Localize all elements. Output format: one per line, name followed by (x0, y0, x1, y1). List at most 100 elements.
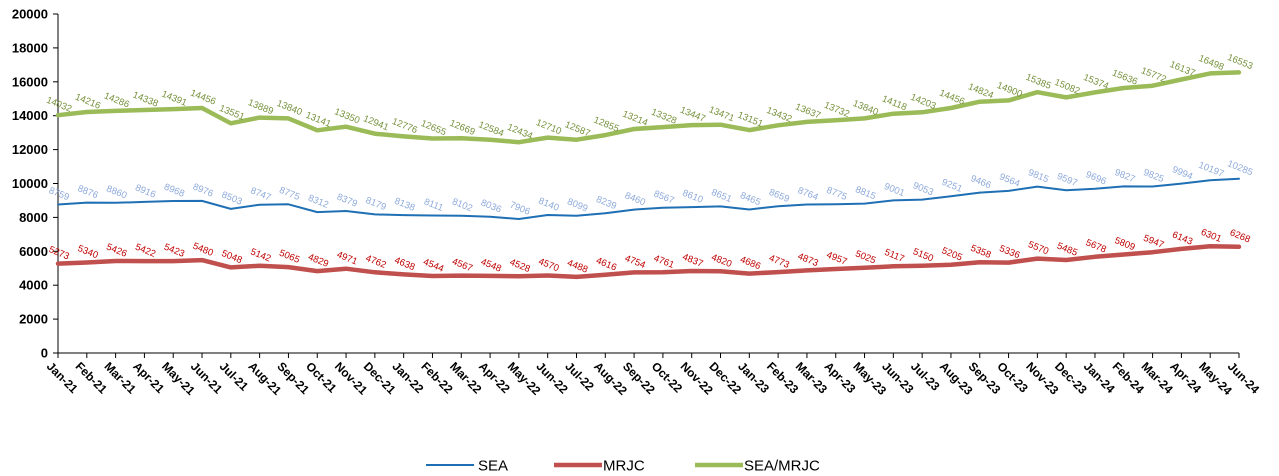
data-label: 16137 (1168, 59, 1197, 79)
data-label: 14456 (189, 88, 218, 108)
data-label: 8179 (364, 195, 388, 213)
data-label: 8138 (393, 196, 417, 214)
x-tick-label: Jan-24 (1081, 359, 1118, 396)
y-tick-label: 4000 (19, 278, 48, 293)
data-label: 8860 (105, 183, 129, 201)
data-label: 15374 (1082, 72, 1111, 92)
data-label: 10285 (1226, 158, 1255, 178)
data-label: 13350 (333, 106, 362, 126)
data-label: 5423 (162, 242, 186, 260)
data-label: 15772 (1139, 65, 1168, 85)
data-label: 4528 (508, 257, 532, 275)
data-label: 12584 (477, 119, 506, 139)
data-label: 14118 (880, 93, 908, 113)
data-label: 12669 (448, 118, 477, 138)
data-label: 8916 (133, 182, 157, 200)
data-label: 8747 (249, 185, 273, 203)
data-label: 14824 (966, 81, 995, 101)
data-label: 8140 (537, 196, 561, 214)
data-label: 5150 (911, 246, 935, 264)
data-label: 4567 (450, 256, 474, 274)
x-tick-label: Apr-24 (1167, 359, 1204, 396)
data-label: 9815 (1026, 167, 1050, 185)
data-label: 9696 (1084, 169, 1108, 187)
data-label: 5065 (278, 248, 302, 266)
data-label: 8968 (162, 182, 186, 200)
data-label: 5273 (47, 244, 71, 262)
data-label: 5422 (133, 242, 157, 260)
data-label: 4762 (364, 253, 388, 271)
data-label: 13840 (275, 98, 304, 118)
x-tick-label: Jan-21 (44, 359, 81, 396)
data-label: 13432 (765, 105, 794, 125)
y-tick-label: 14000 (12, 108, 48, 123)
data-label: 13471 (707, 104, 736, 124)
data-label: 14286 (102, 90, 131, 110)
data-label: 12855 (592, 115, 621, 135)
y-tick-label: 18000 (12, 40, 48, 55)
data-label: 4544 (422, 257, 446, 275)
data-label: 12710 (534, 117, 563, 137)
data-label: 5117 (883, 247, 906, 265)
data-label: 14900 (995, 80, 1024, 100)
data-label: 5485 (1055, 241, 1079, 259)
data-label: 15636 (1110, 68, 1139, 88)
data-label: 5336 (998, 243, 1022, 261)
data-label: 5947 (1142, 233, 1166, 251)
data-label: 9827 (1113, 167, 1137, 185)
data-label: 8651 (710, 187, 734, 205)
data-label: 9466 (969, 173, 993, 191)
data-label: 12587 (563, 119, 592, 139)
data-label: 5025 (854, 248, 878, 266)
data-label: 13447 (678, 105, 707, 125)
data-label: 8239 (594, 194, 618, 212)
y-tick-label: 6000 (19, 244, 48, 259)
data-label: 8610 (681, 188, 705, 206)
data-label: 5142 (249, 246, 273, 264)
data-label: 5570 (1026, 239, 1050, 257)
x-tick-label: Jan-22 (390, 359, 427, 396)
data-label: 4829 (306, 252, 330, 270)
x-tick-label: Apr-22 (476, 359, 513, 396)
y-tick-label: 12000 (12, 142, 48, 157)
legend-label: MRJC (603, 458, 645, 475)
data-label: 4837 (681, 252, 705, 270)
y-tick-label: 16000 (12, 74, 48, 89)
data-label: 4548 (479, 257, 503, 275)
x-tick-label: Apr-23 (822, 359, 859, 396)
y-tick-label: 20000 (12, 7, 48, 22)
x-tick-label: Jan-23 (735, 359, 772, 396)
series-line-sea (57, 177, 1240, 220)
data-label: 4488 (566, 258, 590, 276)
legend: SEA MRJC SEA/MRJC (426, 458, 820, 475)
data-label: 8764 (796, 185, 820, 203)
data-label: 8465 (738, 190, 762, 208)
data-label: 8876 (76, 183, 100, 201)
data-label: 9597 (1055, 171, 1079, 189)
data-label: 13840 (851, 98, 880, 118)
data-label: 9564 (998, 172, 1022, 190)
data-label: 8379 (335, 192, 359, 210)
data-label: 4616 (594, 255, 618, 273)
data-label: 9825 (1142, 167, 1166, 185)
data-label: 4761 (652, 253, 676, 271)
data-label: 4873 (796, 251, 820, 269)
data-label: 8036 (479, 197, 503, 215)
data-label: 8312 (306, 193, 330, 211)
data-label: 6268 (1228, 227, 1252, 245)
y-tick-label: 8000 (19, 210, 48, 225)
data-label: 12434 (506, 122, 535, 142)
data-label: 14338 (131, 90, 160, 110)
data-label: 14391 (160, 89, 189, 109)
data-label: 12776 (390, 116, 419, 136)
data-label: 5205 (940, 245, 964, 263)
data-label: 10197 (1197, 160, 1226, 180)
data-label: 4754 (623, 253, 647, 271)
data-label: 4570 (537, 256, 561, 274)
data-label: 12655 (419, 118, 448, 138)
data-label: 4638 (393, 255, 417, 273)
data-label: 8659 (767, 187, 791, 205)
data-label: 8102 (450, 196, 474, 214)
data-label: 9053 (911, 180, 935, 198)
